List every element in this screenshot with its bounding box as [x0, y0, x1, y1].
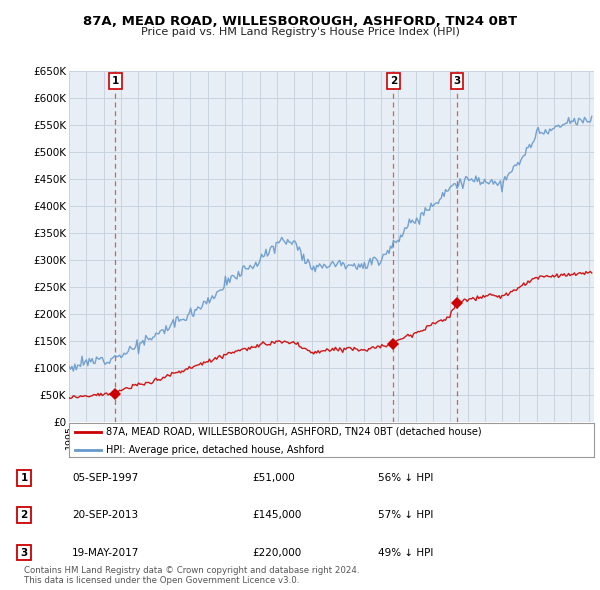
Text: 05-SEP-1997: 05-SEP-1997: [72, 473, 138, 483]
Text: 2: 2: [390, 76, 397, 86]
Text: 57% ↓ HPI: 57% ↓ HPI: [378, 510, 433, 520]
Text: HPI: Average price, detached house, Ashford: HPI: Average price, detached house, Ashf…: [106, 445, 324, 455]
Text: 3: 3: [20, 548, 28, 558]
Text: 87A, MEAD ROAD, WILLESBOROUGH, ASHFORD, TN24 0BT (detached house): 87A, MEAD ROAD, WILLESBOROUGH, ASHFORD, …: [106, 427, 481, 437]
Text: 20-SEP-2013: 20-SEP-2013: [72, 510, 138, 520]
Text: £51,000: £51,000: [252, 473, 295, 483]
Text: 87A, MEAD ROAD, WILLESBOROUGH, ASHFORD, TN24 0BT: 87A, MEAD ROAD, WILLESBOROUGH, ASHFORD, …: [83, 15, 517, 28]
Text: 49% ↓ HPI: 49% ↓ HPI: [378, 548, 433, 558]
Text: £220,000: £220,000: [252, 548, 301, 558]
Text: 1: 1: [112, 76, 119, 86]
Text: Price paid vs. HM Land Registry's House Price Index (HPI): Price paid vs. HM Land Registry's House …: [140, 27, 460, 37]
Text: 2: 2: [20, 510, 28, 520]
Text: 56% ↓ HPI: 56% ↓ HPI: [378, 473, 433, 483]
Text: 19-MAY-2017: 19-MAY-2017: [72, 548, 139, 558]
Text: Contains HM Land Registry data © Crown copyright and database right 2024.
This d: Contains HM Land Registry data © Crown c…: [24, 566, 359, 585]
Text: 3: 3: [453, 76, 460, 86]
Text: £145,000: £145,000: [252, 510, 301, 520]
Text: 1: 1: [20, 473, 28, 483]
